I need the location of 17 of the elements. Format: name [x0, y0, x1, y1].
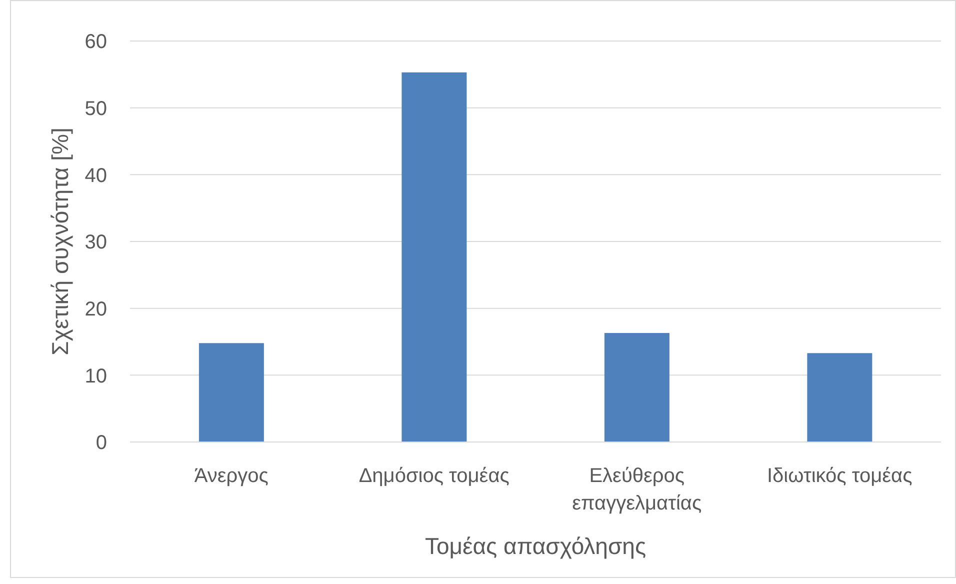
- y-axis-title: Σχετική συχνότητα [%]: [47, 128, 74, 356]
- x-tick-label: Ελεύθερος επαγγελματίας: [572, 465, 702, 515]
- y-tick-label: 20: [84, 298, 107, 320]
- x-tick-label: Άνεργος: [194, 465, 269, 487]
- y-tick-label: 50: [84, 98, 107, 120]
- bar: [198, 343, 264, 442]
- bar: [807, 353, 872, 442]
- x-tick-label: Ιδιωτικός τομέας: [766, 465, 913, 487]
- y-tick-label: 0: [96, 432, 107, 454]
- y-tick-label: 10: [84, 365, 107, 388]
- bar: [402, 72, 467, 442]
- x-axis-title: Τομέας απασχόλησης: [424, 533, 646, 559]
- y-tick-label: 30: [84, 232, 107, 254]
- y-tick-label: 40: [84, 164, 107, 187]
- y-tick-label: 60: [84, 31, 107, 54]
- bar: [604, 333, 670, 442]
- x-tick-label: Δημόσιος τομέας: [358, 465, 510, 487]
